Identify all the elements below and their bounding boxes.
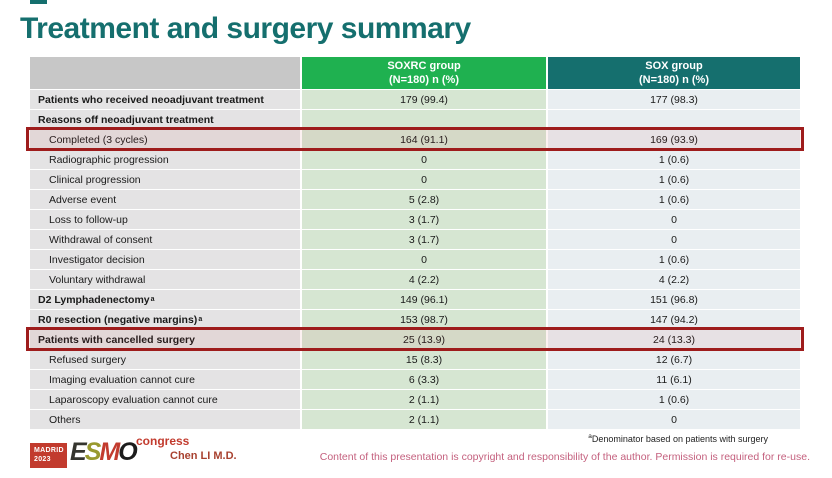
header-empty-cell — [30, 57, 300, 89]
esmo-madrid-2023-badge: MADRID 2023 — [30, 443, 67, 468]
sox-value-cell: 147 (94.2) — [548, 310, 800, 329]
sox-value-cell: 169 (93.9) — [548, 130, 800, 149]
soxrc-value-cell: 2 (1.1) — [302, 390, 546, 409]
soxrc-value-cell: 0 — [302, 150, 546, 169]
row-label: Investigator decision — [30, 250, 300, 269]
soxrc-value-cell: 153 (98.7) — [302, 310, 546, 329]
row-label: Voluntary withdrawal — [30, 270, 300, 289]
table-row: Voluntary withdrawal 4 (2.2) 4 (2.2) — [30, 270, 800, 289]
soxrc-value-cell: 0 — [302, 250, 546, 269]
row-label: Patients who received neoadjuvant treatm… — [30, 90, 300, 109]
table-row: Withdrawal of consent 3 (1.7) 0 — [30, 230, 800, 249]
row-label: Reasons off neoadjuvant treatment — [30, 110, 300, 129]
soxrc-group-label: SOXRC group — [387, 59, 461, 72]
logo-year-label: 2023 — [34, 456, 51, 464]
table-row: Reasons off neoadjuvant treatment — [30, 110, 800, 129]
header-sox-group: SOX group (N=180) n (%) — [548, 57, 800, 89]
soxrc-value-cell: 3 (1.7) — [302, 230, 546, 249]
soxrc-value-cell: 3 (1.7) — [302, 210, 546, 229]
soxrc-value-cell: 179 (99.4) — [302, 90, 546, 109]
row-label: Imaging evaluation cannot cure — [30, 370, 300, 389]
sox-value-cell: 4 (2.2) — [548, 270, 800, 289]
sox-group-label: SOX group — [645, 59, 703, 72]
sox-value-cell: 1 (0.6) — [548, 190, 800, 209]
sox-value-cell: 12 (6.7) — [548, 350, 800, 369]
soxrc-value-cell: 15 (8.3) — [302, 350, 546, 369]
table-row: Laparoscopy evaluation cannot cure 2 (1.1… — [30, 390, 800, 409]
sox-value-cell: 1 (0.6) — [548, 250, 800, 269]
sox-value-cell: 0 — [548, 230, 800, 249]
sox-value-cell: 151 (96.8) — [548, 290, 800, 309]
footnote-text: Denominator based on patients with surge… — [591, 434, 768, 444]
congress-label: congress — [136, 434, 190, 448]
sox-value-cell: 1 (0.6) — [548, 390, 800, 409]
sox-value-cell: 1 (0.6) — [548, 150, 800, 169]
logo-city-label: MADRID — [34, 447, 64, 454]
esmo-logo: ESMO — [70, 438, 138, 467]
table-row: Loss to follow-up 3 (1.7) 0 — [30, 210, 800, 229]
soxrc-value-cell: 6 (3.3) — [302, 370, 546, 389]
header-soxrc-group: SOXRC group (N=180) n (%) — [302, 57, 546, 89]
table-row: R0 resection (negative margins) a 153 (98.… — [30, 310, 800, 329]
table-row: Radiographic progression 0 1 (0.6) — [30, 150, 800, 169]
sox-value-cell: 0 — [548, 410, 800, 429]
table-row-highlighted: Patients with cancelled surgery 25 (13.9)… — [26, 327, 804, 351]
table-row: Adverse event 5 (2.8) 1 (0.6) — [30, 190, 800, 209]
footnote-superscript: a — [588, 433, 592, 440]
row-label: Loss to follow-up — [30, 210, 300, 229]
top-accent-bar — [30, 0, 47, 4]
esmo-logo-letter: S — [84, 438, 102, 466]
sox-value-cell: 11 (6.1) — [548, 370, 800, 389]
sox-value-cell: 0 — [548, 210, 800, 229]
table-footnote: aDenominator based on patients with surg… — [588, 433, 768, 444]
soxrc-value-cell: 2 (1.1) — [302, 410, 546, 429]
table-body: Patients who received neoadjuvant treatm… — [26, 90, 804, 429]
table-row-highlighted: Completed (3 cycles) 164 (91.1) 169 (93.9) — [26, 127, 804, 151]
row-label: Adverse event — [30, 190, 300, 209]
slide-title: Treatment and surgery summary — [20, 12, 471, 45]
soxrc-value-cell: 164 (91.1) — [302, 130, 546, 149]
sox-value-cell: 177 (98.3) — [548, 90, 800, 109]
soxrc-value-cell: 25 (13.9) — [302, 330, 546, 349]
table-row: Investigator decision 0 1 (0.6) — [30, 250, 800, 269]
soxrc-value-cell: 0 — [302, 170, 546, 189]
soxrc-value-cell: 5 (2.8) — [302, 190, 546, 209]
sox-value-cell: 24 (13.3) — [548, 330, 800, 349]
sox-value-cell: 1 (0.6) — [548, 170, 800, 189]
row-label: Clinical progression — [30, 170, 300, 189]
row-label: R0 resection (negative margins) a — [30, 310, 300, 329]
table-row: Refused surgery 15 (8.3) 12 (6.7) — [30, 350, 800, 369]
soxrc-value-cell — [302, 110, 546, 129]
row-label: Patients with cancelled surgery — [30, 330, 300, 349]
table-header-row: SOXRC group (N=180) n (%) SOX group (N=1… — [30, 57, 800, 89]
row-label: Others — [30, 410, 300, 429]
copyright-notice: Content of this presentation is copyrigh… — [319, 451, 810, 463]
soxrc-value-cell: 149 (96.1) — [302, 290, 546, 309]
author-name: Chen LI M.D. — [170, 450, 237, 462]
row-label: Completed (3 cycles) — [30, 130, 300, 149]
esmo-logo-letter: M — [99, 438, 120, 466]
row-label: D2 Lymphadenectomy a — [30, 290, 300, 309]
table-row: D2 Lymphadenectomy a 149 (96.1) 151 (96.8) — [30, 290, 800, 309]
sox-group-sub: (N=180) n (%) — [639, 74, 709, 86]
soxrc-group-sub: (N=180) n (%) — [389, 74, 459, 86]
summary-table: SOXRC group (N=180) n (%) SOX group (N=1… — [26, 57, 804, 430]
table-row: Imaging evaluation cannot cure 6 (3.3) 11 … — [30, 370, 800, 389]
row-label: Refused surgery — [30, 350, 300, 369]
table-row: Others 2 (1.1) 0 — [30, 410, 800, 429]
table-row: Clinical progression 0 1 (0.6) — [30, 170, 800, 189]
soxrc-value-cell: 4 (2.2) — [302, 270, 546, 289]
esmo-logo-letter: O — [118, 438, 138, 466]
row-label: Radiographic progression — [30, 150, 300, 169]
table-row: Patients who received neoadjuvant treatm… — [30, 90, 800, 109]
sox-value-cell — [548, 110, 800, 129]
row-label: Laparoscopy evaluation cannot cure — [30, 390, 300, 409]
esmo-logo-letter: E — [70, 438, 87, 466]
row-label: Withdrawal of consent — [30, 230, 300, 249]
